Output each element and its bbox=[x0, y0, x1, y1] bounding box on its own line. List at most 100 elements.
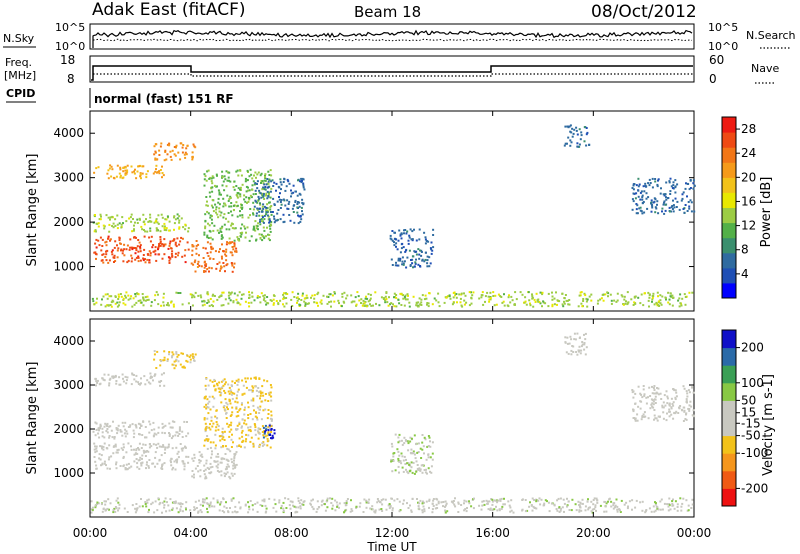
range-cell bbox=[371, 508, 374, 511]
range-cell bbox=[241, 231, 244, 234]
range-cell bbox=[651, 295, 654, 297]
range-cell bbox=[93, 456, 96, 458]
range-cell bbox=[244, 180, 247, 183]
range-cell bbox=[503, 304, 506, 307]
range-cell bbox=[664, 193, 667, 196]
range-cell bbox=[301, 198, 304, 201]
range-cell bbox=[242, 384, 245, 387]
range-cell bbox=[166, 446, 169, 449]
range-cell bbox=[494, 294, 497, 297]
range-cell bbox=[187, 230, 190, 233]
range-cell bbox=[263, 179, 266, 182]
range-cell bbox=[103, 379, 106, 382]
range-cell bbox=[268, 239, 271, 242]
range-cell bbox=[612, 502, 615, 505]
range-cell bbox=[258, 391, 261, 394]
range-cell bbox=[381, 510, 384, 512]
range-cell bbox=[171, 468, 174, 471]
range-cell bbox=[298, 303, 301, 306]
range-cell bbox=[272, 303, 275, 306]
range-cell bbox=[298, 502, 301, 505]
range-cell bbox=[577, 305, 580, 308]
range-cell bbox=[125, 248, 128, 251]
colorbar-swatch bbox=[722, 252, 736, 269]
range-cell bbox=[143, 229, 145, 231]
range-cell bbox=[196, 266, 199, 268]
range-cell bbox=[408, 301, 411, 304]
range-cell bbox=[95, 230, 97, 233]
range-cell bbox=[209, 216, 212, 219]
range-cell bbox=[670, 406, 673, 409]
range-cell bbox=[206, 398, 209, 401]
range-cell bbox=[415, 239, 418, 242]
range-cell bbox=[148, 250, 151, 253]
range-cell bbox=[161, 431, 164, 434]
range-cell bbox=[671, 208, 674, 210]
range-cell bbox=[608, 498, 611, 501]
range-cell bbox=[187, 461, 190, 464]
range-cell bbox=[164, 151, 167, 153]
range-cell bbox=[547, 292, 550, 295]
range-cell bbox=[108, 436, 111, 439]
range-cell bbox=[233, 227, 236, 230]
y-tick-label: 1000 bbox=[53, 260, 84, 274]
range-cell bbox=[179, 292, 182, 294]
range-cell bbox=[558, 511, 561, 513]
range-cell bbox=[566, 142, 568, 145]
range-cell bbox=[273, 432, 276, 435]
range-cell bbox=[203, 184, 206, 187]
range-cell bbox=[218, 250, 220, 253]
range-cell bbox=[395, 296, 398, 299]
range-cell bbox=[235, 205, 238, 208]
range-cell bbox=[131, 373, 134, 376]
range-cell bbox=[207, 212, 210, 215]
range-cell bbox=[216, 417, 218, 420]
range-cell bbox=[215, 267, 218, 270]
range-cell bbox=[236, 192, 239, 195]
range-cell bbox=[258, 207, 261, 210]
range-cell bbox=[673, 389, 676, 392]
range-cell bbox=[414, 261, 417, 264]
range-cell bbox=[139, 218, 141, 221]
range-cell bbox=[97, 222, 100, 225]
range-cell bbox=[403, 442, 406, 445]
range-cell bbox=[521, 293, 524, 296]
range-cell bbox=[482, 500, 485, 503]
range-cell bbox=[428, 436, 431, 439]
range-cell bbox=[254, 182, 257, 185]
range-cell bbox=[287, 203, 290, 205]
range-cell bbox=[497, 293, 500, 296]
range-cell bbox=[566, 342, 569, 345]
range-cell bbox=[390, 442, 393, 445]
range-cell bbox=[459, 297, 462, 300]
range-cell bbox=[463, 299, 466, 302]
range-cell bbox=[538, 497, 541, 500]
range-cell bbox=[119, 429, 122, 431]
range-cell bbox=[668, 402, 671, 405]
range-cell bbox=[146, 499, 149, 502]
range-cell bbox=[233, 266, 235, 269]
range-cell bbox=[398, 440, 401, 443]
range-cell bbox=[264, 186, 267, 188]
range-cell bbox=[93, 442, 96, 445]
range-cell bbox=[138, 241, 141, 244]
range-cell bbox=[100, 464, 102, 467]
range-cell bbox=[123, 243, 126, 246]
range-cell bbox=[687, 389, 690, 392]
range-cell bbox=[631, 499, 634, 502]
range-cell bbox=[134, 221, 136, 224]
range-cell bbox=[635, 208, 638, 211]
range-cell bbox=[279, 207, 282, 209]
range-cell bbox=[636, 204, 639, 207]
range-cell bbox=[254, 424, 257, 427]
range-cell bbox=[239, 235, 242, 238]
range-cell bbox=[212, 210, 215, 213]
range-cell bbox=[172, 305, 175, 308]
range-cell bbox=[595, 509, 597, 512]
range-cell bbox=[575, 129, 578, 132]
range-cell bbox=[682, 420, 685, 422]
range-cell bbox=[258, 443, 261, 446]
range-cell bbox=[245, 433, 248, 436]
range-cell bbox=[97, 432, 100, 435]
range-cell bbox=[156, 446, 159, 449]
